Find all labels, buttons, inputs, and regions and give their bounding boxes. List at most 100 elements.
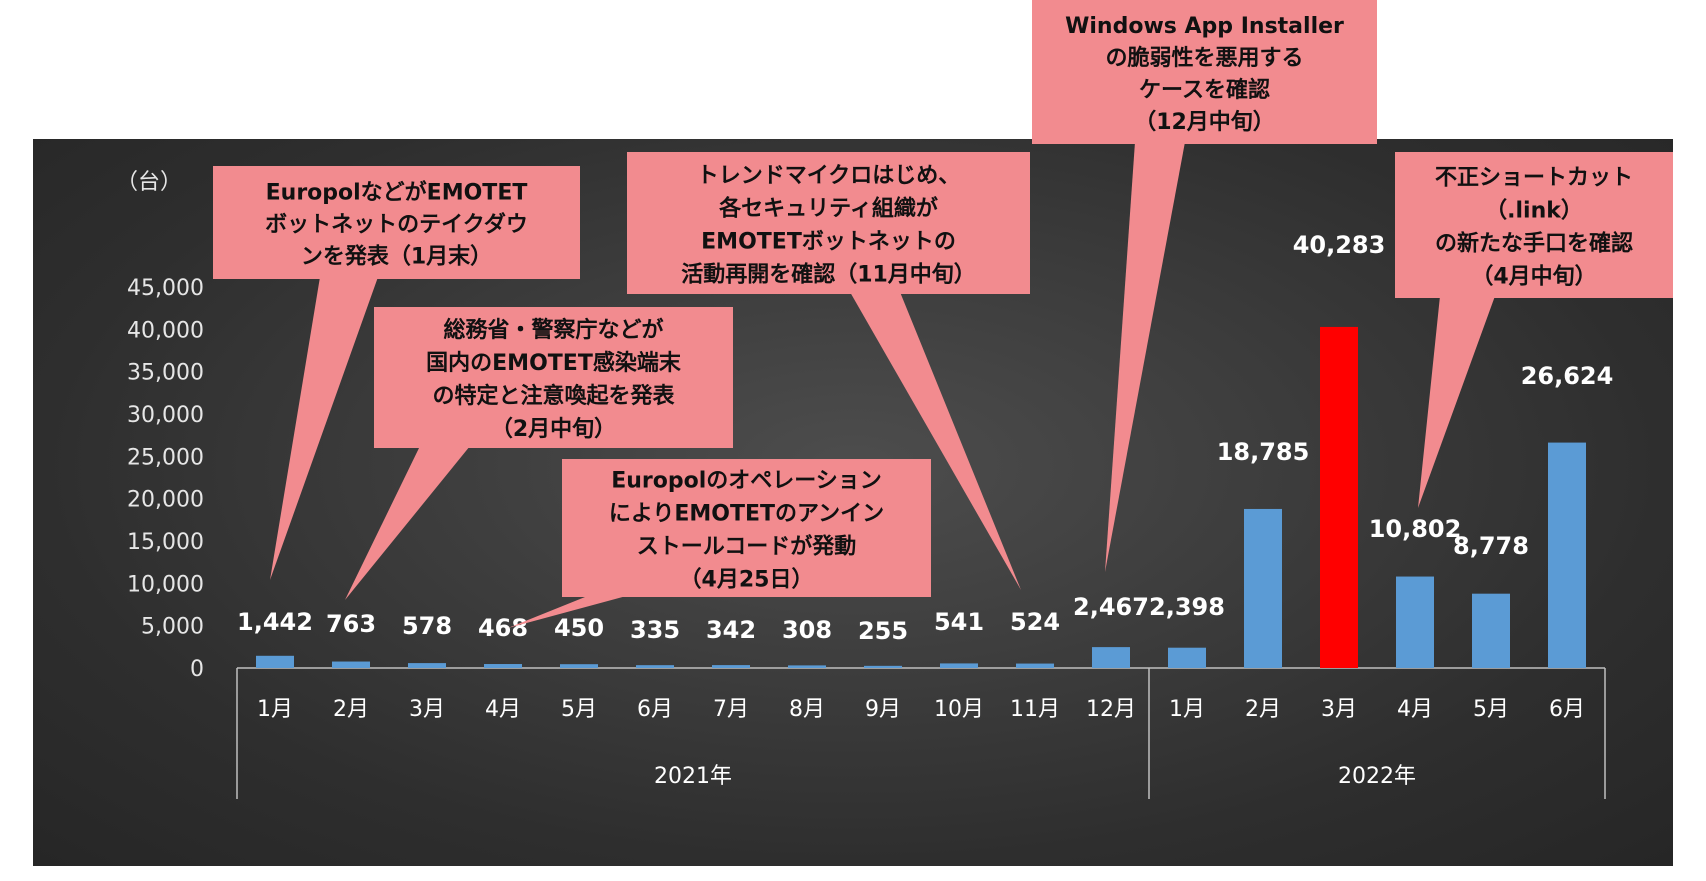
y-tick-label: 0 [190, 657, 204, 682]
callout-text-line: （12月中旬） [1134, 109, 1275, 135]
bar-value-label: 541 [934, 608, 984, 636]
bar [1244, 508, 1282, 668]
callout-text-line: ンを発表（1月末） [301, 244, 492, 269]
bar-value-label: 26,624 [1521, 362, 1614, 390]
callout-pointer [508, 595, 630, 628]
bar-value-label: 255 [858, 617, 908, 645]
x-category-label: 6月 [637, 697, 673, 722]
bar [1472, 593, 1510, 668]
bar-value-label: 450 [554, 614, 604, 642]
x-category-label: 3月 [409, 697, 445, 722]
y-tick-label: 35,000 [127, 361, 204, 386]
bar-value-label: 468 [478, 614, 528, 642]
x-category-label: 3月 [1321, 697, 1357, 722]
callout-text-line: 活動再開を確認（11月中旬） [681, 262, 976, 288]
bar-value-label: 2,398 [1149, 593, 1225, 621]
bar-value-label: 524 [1010, 608, 1060, 636]
x-category-label: 1月 [257, 697, 293, 722]
callout-pointer [1105, 142, 1185, 572]
x-category-label: 7月 [713, 697, 749, 722]
x-category-label: 5月 [1473, 697, 1509, 722]
callout-box [1395, 152, 1673, 298]
callout-text-line: EuropolなどがEMOTET [266, 179, 528, 205]
y-tick-label: 30,000 [127, 403, 204, 428]
callout-box [1032, 0, 1377, 144]
bar [1092, 647, 1130, 668]
callout-pointer [270, 277, 378, 580]
callout-text-line: 総務省・警察庁などが [443, 317, 663, 343]
bar [484, 664, 522, 668]
bar-value-label: 578 [402, 612, 452, 640]
bar [1548, 442, 1586, 668]
callout-text-line: 各セキュリティ組織が [718, 196, 938, 222]
bar-value-label: 8,778 [1453, 532, 1529, 560]
bar-value-label: 40,283 [1293, 231, 1386, 259]
bars [256, 326, 1586, 668]
bar [1168, 647, 1206, 668]
callout-text-line: Windows App Installer [1065, 14, 1344, 39]
callout-text-line: ボットネットのテイクダウ [265, 211, 528, 237]
x-category-label: 1月 [1169, 697, 1205, 722]
callout-text-line: Europolのオペレーション [611, 469, 882, 494]
callout-box [562, 459, 931, 597]
callout-text-line: （.link） [1485, 199, 1583, 224]
callout-box [213, 166, 580, 279]
bar [864, 665, 902, 668]
callout-box [627, 152, 1030, 294]
callout-text-line: 国内のEMOTET感染端末 [426, 350, 682, 376]
y-tick-label: 45,000 [127, 276, 204, 301]
x-category-label: 8月 [789, 697, 825, 722]
x-category-label: 6月 [1549, 697, 1585, 722]
annotation-callout: 不正ショートカット （.link） の新たな手口を確認 （4月中旬） [1395, 152, 1673, 508]
callout-text-line: ストールコードが発動 [637, 534, 857, 560]
bar [560, 664, 598, 668]
x-category-label: 4月 [1397, 697, 1433, 722]
callout-text-line: （2月中旬） [491, 416, 616, 442]
bar-value-label: 18,785 [1217, 438, 1310, 466]
callout-text-line: （4月25日） [680, 568, 814, 593]
callout-text-line: EMOTETボットネットの [701, 230, 956, 255]
bar [256, 655, 294, 668]
callout-pointer [1418, 296, 1495, 508]
callout-text-line: の新たな手口を確認 [1435, 231, 1633, 257]
bar [1016, 663, 1054, 668]
x-category-label: 5月 [561, 697, 597, 722]
y-tick-label: 25,000 [127, 445, 204, 470]
x-category-label: 12月 [1086, 697, 1136, 722]
callout-text-line: トレンドマイクロはじめ、 [697, 164, 961, 189]
callout-text-line: （4月中旬） [1471, 264, 1596, 290]
y-axis-unit-label: （台） [116, 170, 182, 195]
bar-value-label: 335 [630, 616, 680, 644]
bar-value-label: 2,467 [1073, 593, 1149, 621]
value-labels: 1,442 763 578 468 450 335 342 308 255 541 524 2,467… [237, 231, 1613, 645]
callout-pointer [850, 292, 1021, 590]
callout-text-line: ケースを確認 [1139, 77, 1270, 103]
callout-pointer [345, 446, 470, 600]
x-group-label: 2022年 [1338, 764, 1416, 789]
bar [940, 663, 978, 668]
x-category-label: 4月 [485, 697, 521, 722]
y-tick-label: 5,000 [141, 615, 204, 640]
annotation-callout: トレンドマイクロはじめ、各セキュリティ組織が EMOTETボットネットの活動再開を… [627, 152, 1030, 590]
callout-text-line: によりEMOTETのアンイン [609, 502, 884, 527]
x-category-label: 2月 [333, 697, 369, 722]
bar [1396, 576, 1434, 668]
bar [788, 665, 826, 668]
bar-value-label: 308 [782, 616, 832, 644]
callout-text-line: 不正ショートカット [1435, 166, 1633, 191]
bar-value-label: 763 [326, 610, 376, 638]
callout-text-line: の脆弱性を悪用する [1105, 45, 1303, 71]
callout-text-line: の特定と注意喚起を発表 [432, 383, 675, 409]
callout-box [374, 307, 733, 448]
bar-value-label: 1,442 [237, 608, 313, 636]
y-tick-label: 15,000 [127, 530, 204, 555]
y-tick-label: 20,000 [127, 488, 204, 513]
x-axis-frame [236, 667, 1606, 799]
x-axis-group-labels: 2021年 2022年 [654, 764, 1416, 789]
x-axis-category-labels: 1月 2月 3月 4月 5月 6月 7月 8月 9月 10月 11月 12月 1月 2月 3月 4月 5月 6月 [257, 697, 1585, 722]
x-category-label: 9月 [865, 697, 901, 722]
